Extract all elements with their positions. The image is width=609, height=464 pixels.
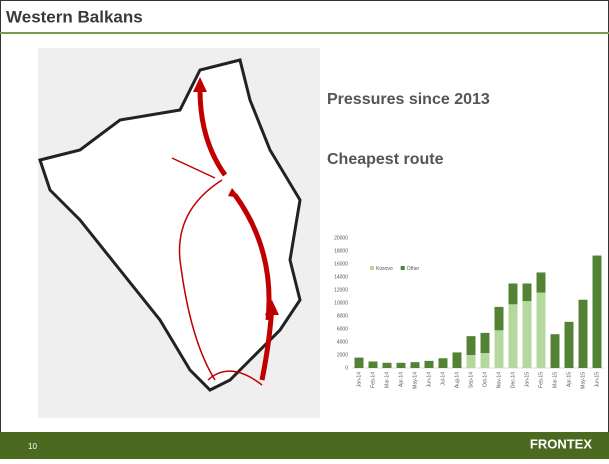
bar-segment: [410, 362, 420, 368]
bar-segment: [536, 292, 546, 368]
x-tick-label: May-14: [412, 372, 418, 389]
x-tick-label: Apr-14: [398, 372, 404, 387]
legend-swatch: [370, 266, 374, 270]
bar-segment: [368, 361, 378, 368]
bar-segment: [508, 283, 518, 305]
y-tick-label: 20000: [334, 235, 348, 241]
footer-band: [0, 432, 609, 459]
bar-segment: [564, 321, 574, 368]
x-tick-label: May-15: [580, 372, 586, 389]
x-tick-label: Nov-14: [496, 372, 502, 388]
y-tick-label: 6000: [337, 326, 348, 332]
y-tick-label: 4000: [337, 339, 348, 345]
map: [38, 48, 320, 418]
y-tick-label: 2000: [337, 352, 348, 358]
legend-swatch: [400, 266, 405, 270]
slide-title: Western Balkans: [6, 7, 143, 26]
x-tick-label: Sep-14: [468, 372, 474, 388]
bar-segment: [536, 272, 546, 293]
bar-segment: [452, 352, 462, 368]
bar-segment: [382, 362, 392, 368]
x-tick-label: Feb-14: [370, 372, 376, 388]
bar-segment: [480, 353, 490, 368]
bar-segment: [480, 332, 490, 354]
x-tick-label: Feb-15: [538, 372, 544, 388]
y-tick-label: 16000: [334, 261, 348, 267]
bar-segment: [396, 362, 406, 368]
bar-segment: [438, 358, 448, 368]
bar-segment: [550, 334, 560, 368]
bar-segment: [522, 301, 532, 368]
x-tick-label: Jun-15: [594, 372, 600, 388]
bar-segment: [494, 330, 504, 368]
page-number: 10: [28, 442, 37, 451]
x-tick-label: Jul-14: [440, 372, 446, 386]
bar-segment: [494, 306, 504, 331]
x-tick-label: Apr-15: [566, 372, 572, 387]
x-tick-label: Oct-14: [482, 372, 488, 387]
bar-segment: [354, 357, 364, 368]
x-tick-label: Jan-14: [356, 372, 362, 388]
map-arrowheads: [193, 77, 279, 315]
x-tick-label: Jun-14: [426, 372, 432, 388]
bullet: Cheapest route: [327, 151, 444, 168]
bar-segment: [592, 255, 602, 368]
footer-logo: FRONTEX: [530, 436, 592, 451]
map-arrows: [171, 89, 275, 386]
x-tick-label: Mar-14: [384, 372, 390, 388]
legend-label: Kosovo: [376, 266, 393, 272]
y-tick-label: 18000: [334, 248, 348, 254]
legend-label: Other: [407, 266, 420, 272]
x-tick-label: Aug-14: [454, 372, 460, 388]
y-tick-label: 14000: [334, 274, 348, 280]
y-tick-label: 12000: [334, 287, 348, 293]
y-tick-label: 0: [345, 365, 348, 371]
y-tick-label: 8000: [337, 313, 348, 319]
map-region: [38, 58, 302, 392]
x-tick-label: Dec-14: [510, 372, 516, 388]
x-tick-label: Mar-15: [552, 372, 558, 388]
bar-segment: [508, 304, 518, 368]
y-tick-label: 10000: [334, 300, 348, 306]
bar-segment: [424, 360, 434, 368]
bar-segment: [578, 299, 588, 368]
bullet: Pressures since 2013: [327, 91, 490, 108]
x-tick-label: Jan-15: [524, 372, 530, 388]
bar-segment: [466, 336, 476, 355]
bar-segment: [522, 283, 532, 302]
bar-segment: [466, 355, 476, 368]
